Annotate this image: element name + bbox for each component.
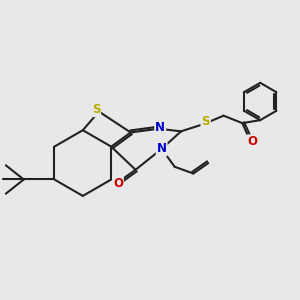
Text: O: O <box>113 178 123 190</box>
Text: O: O <box>248 135 257 148</box>
Text: S: S <box>92 103 100 116</box>
Text: N: N <box>155 121 165 134</box>
Text: N: N <box>157 142 166 155</box>
Text: S: S <box>201 115 210 128</box>
